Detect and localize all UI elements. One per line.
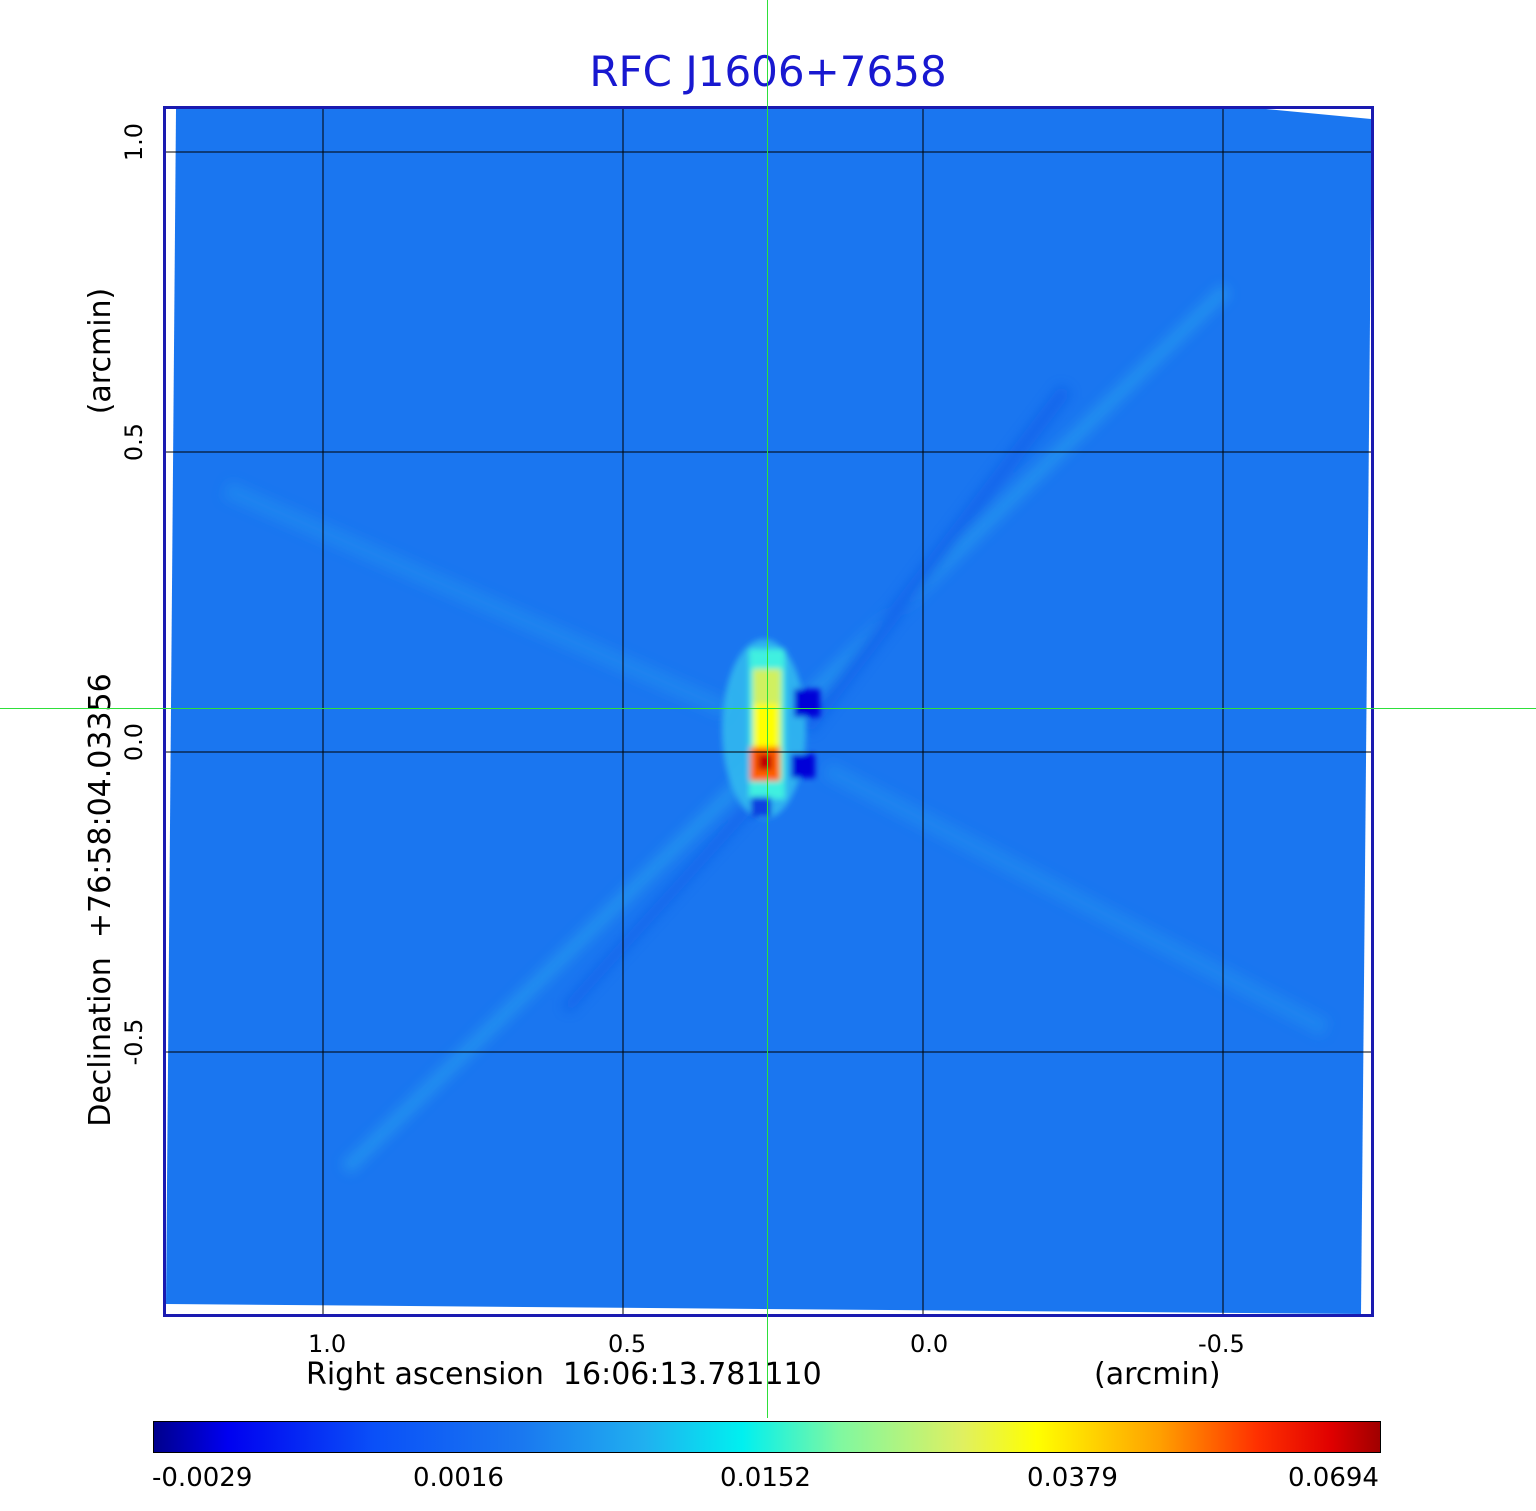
colorbar-tick-label: -0.0029 [152,1463,253,1493]
sky-image-panel[interactable] [163,106,1374,1317]
y-axis-unit: (arcmin) [83,287,118,415]
coordinate-grid [166,109,1371,1314]
crosshair-vertical [767,0,768,1418]
colorbar-tick-label: 0.0694 [1288,1463,1379,1493]
y-tick-label: 0.0 [120,722,148,762]
y-axis-label: Declination +76:58:04.03356 [83,673,118,1127]
x-tick-label: 0.0 [910,1330,949,1358]
crosshair-horizontal [0,708,1536,709]
beam-sidelobes [222,283,1331,1175]
colorbar [153,1421,1381,1453]
x-tick-label: -0.5 [1198,1330,1245,1358]
colorbar-tick-label: 0.0379 [1027,1463,1118,1493]
x-axis-label: Right ascension 16:06:13.781110 [306,1357,822,1392]
blank-edge-top-right [1266,109,1371,119]
sky-image [166,109,1371,1314]
colorbar-tick-label: 0.0152 [720,1463,811,1493]
plot-title: RFC J1606+7658 [589,47,947,96]
blank-edge-right [1361,209,1371,1314]
y-tick-label: 0.5 [120,422,148,462]
y-tick-label: -0.5 [120,1018,148,1066]
blank-edge-bottom [166,1304,1361,1314]
y-tick-label: 1.0 [120,122,148,162]
colorbar-tick-label: 0.0016 [413,1463,504,1493]
x-tick-label: 1.0 [308,1330,347,1358]
blank-edge-left [166,109,176,1304]
x-tick-label: 0.5 [608,1330,647,1358]
x-axis-unit: (arcmin) [1094,1357,1221,1392]
